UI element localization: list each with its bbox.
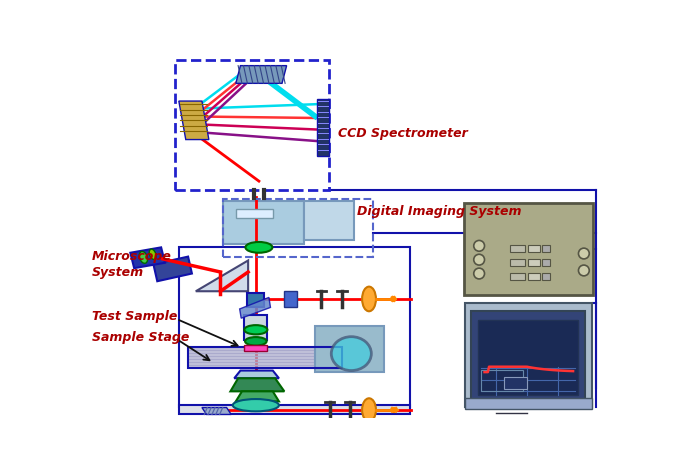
Text: Test Sample: Test Sample [92,310,177,323]
Text: CCD Spectrometer: CCD Spectrometer [338,127,468,140]
Bar [179,405,410,415]
Bar [315,326,384,372]
Text: Sample Stage: Sample Stage [92,331,189,344]
Ellipse shape [149,249,156,259]
Bar [464,203,593,295]
Ellipse shape [139,251,148,263]
Bar [304,201,354,240]
Bar [529,259,540,266]
Bar [529,245,540,252]
Bar [284,291,297,306]
Bar [504,377,527,389]
Ellipse shape [362,287,376,311]
Ellipse shape [578,265,589,276]
Bar [477,320,578,395]
Bar [175,60,329,189]
Ellipse shape [246,242,273,253]
Ellipse shape [244,325,268,334]
Bar [471,311,585,401]
Bar [481,370,523,392]
Ellipse shape [233,399,279,411]
Ellipse shape [331,337,371,370]
Bar [317,99,329,157]
Bar [542,273,550,280]
Ellipse shape [474,268,484,279]
Ellipse shape [474,241,484,251]
Bar [246,293,264,306]
Bar [179,247,410,407]
Polygon shape [239,298,270,318]
Ellipse shape [245,337,266,345]
Polygon shape [235,370,279,378]
Bar [244,315,268,340]
Polygon shape [236,392,279,401]
Polygon shape [179,101,209,140]
Polygon shape [196,260,248,291]
Bar [224,201,304,243]
Polygon shape [202,407,231,415]
Bar [510,273,525,280]
Bar [529,273,540,280]
Ellipse shape [362,398,376,422]
Bar [510,245,525,252]
Text: Microscope
System: Microscope System [92,251,172,280]
Bar [465,398,592,409]
Polygon shape [130,247,165,268]
Bar [510,259,525,266]
Bar [236,209,273,218]
Bar [188,347,342,368]
Polygon shape [230,378,284,392]
Ellipse shape [578,248,589,259]
Bar [542,245,550,252]
Text: Digital Imaging System: Digital Imaging System [357,205,522,219]
Polygon shape [153,257,192,281]
Ellipse shape [474,254,484,265]
Bar [223,199,373,257]
Bar [542,259,550,266]
Bar [244,345,268,351]
Bar [465,303,592,407]
Polygon shape [236,66,286,83]
